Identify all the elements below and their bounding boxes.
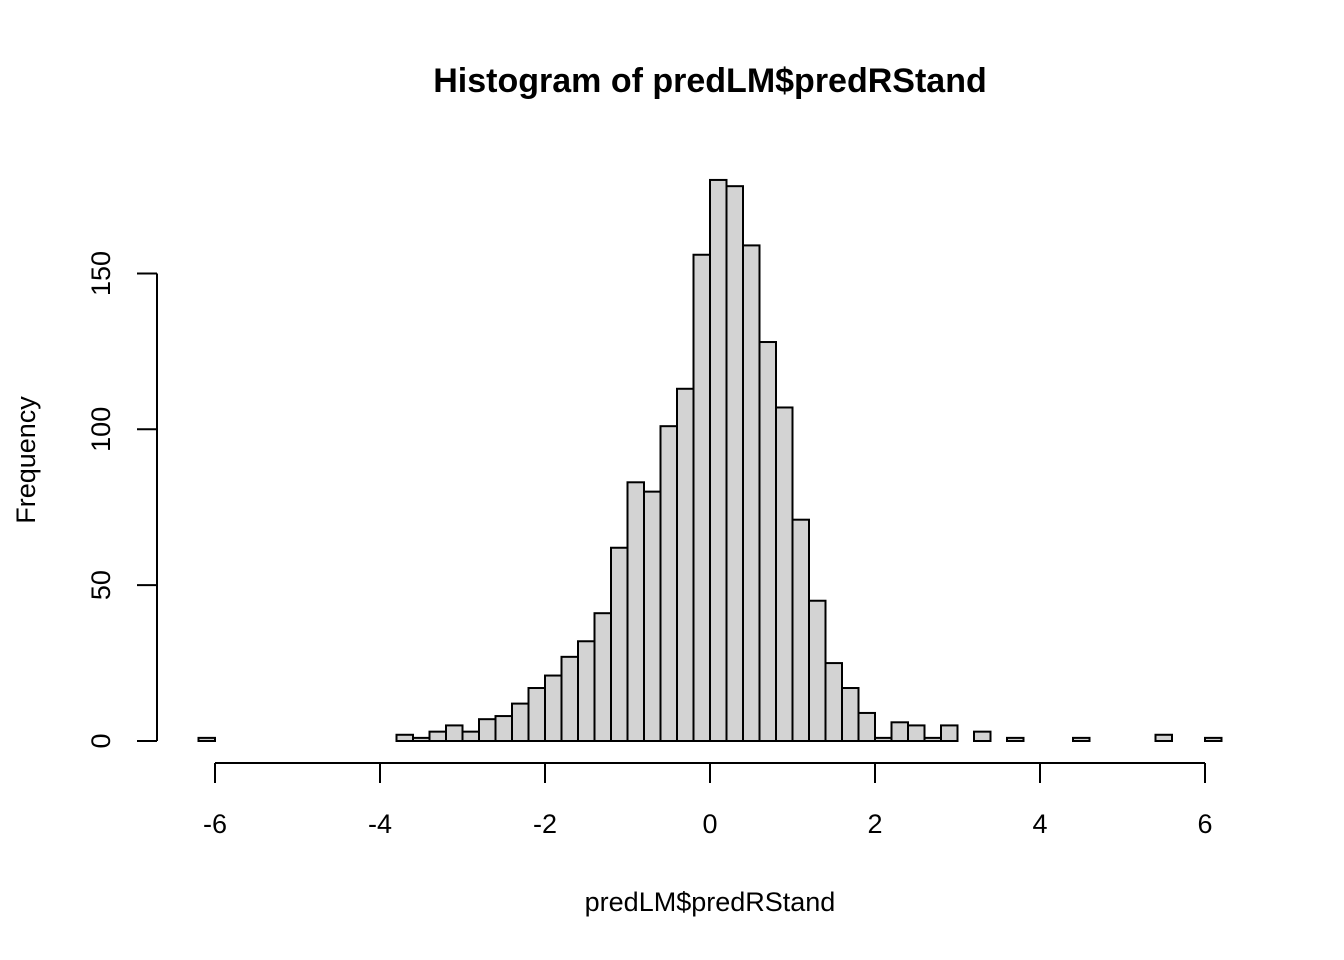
histogram-bar-14 bbox=[428, 730, 447, 743]
histogram-bar-35 bbox=[775, 406, 794, 742]
histogram-bar-36 bbox=[791, 518, 810, 742]
histogram-bar-21 bbox=[544, 674, 563, 742]
histogram-bar-40 bbox=[857, 711, 876, 743]
y-axis: 0 50 100 150 bbox=[86, 251, 158, 749]
histogram-bar-29 bbox=[676, 387, 695, 742]
histogram-bar-49 bbox=[1006, 736, 1025, 743]
histogram-bar-19 bbox=[511, 702, 530, 742]
chart-title: Histogram of predLM$predRStand bbox=[433, 62, 986, 100]
x-tick-label: 6 bbox=[1197, 809, 1212, 839]
x-tick-label: -4 bbox=[368, 809, 392, 839]
histogram-bar-38 bbox=[824, 662, 843, 743]
histogram-bar-25 bbox=[610, 546, 629, 742]
histogram-bar-12 bbox=[395, 733, 414, 743]
histogram-bar-17 bbox=[478, 718, 497, 742]
histogram-bar-45 bbox=[940, 724, 959, 742]
histogram-bar-15 bbox=[445, 724, 464, 742]
histogram-bar-61 bbox=[1204, 736, 1223, 743]
histogram-bar-44 bbox=[923, 736, 942, 743]
x-tick-label: 0 bbox=[702, 809, 717, 839]
y-tick-label: 50 bbox=[86, 570, 116, 600]
x-tick-label: -6 bbox=[203, 809, 227, 839]
histogram-bar-43 bbox=[907, 724, 926, 742]
histogram-bar-37 bbox=[808, 599, 827, 742]
histogram-bar-30 bbox=[692, 253, 711, 742]
y-tick-label: 0 bbox=[86, 733, 116, 748]
histogram-bar-20 bbox=[527, 687, 546, 743]
histogram-bar-47 bbox=[973, 730, 992, 743]
histogram-bar-22 bbox=[560, 655, 579, 743]
y-tick-label: 100 bbox=[86, 407, 116, 452]
histogram-bar-27 bbox=[643, 490, 662, 743]
x-axis-label: predLM$predRStand bbox=[585, 887, 836, 917]
histogram-bar-32 bbox=[725, 185, 744, 743]
histogram-bar-24 bbox=[593, 612, 612, 743]
histogram-bar-16 bbox=[461, 730, 480, 743]
histogram-bar-0 bbox=[197, 736, 216, 743]
histogram-bar-34 bbox=[758, 341, 777, 742]
histogram-bar-23 bbox=[577, 640, 596, 743]
histogram-bar-33 bbox=[742, 244, 761, 742]
histogram-bar-42 bbox=[890, 721, 909, 742]
x-tick-label: -2 bbox=[533, 809, 557, 839]
x-axis: -6 -4 -2 0 2 4 6 bbox=[203, 762, 1213, 839]
histogram-bar-39 bbox=[841, 687, 860, 743]
y-axis-label: Frequency bbox=[11, 396, 41, 524]
histogram-bar-13 bbox=[412, 736, 431, 743]
histogram-bar-41 bbox=[874, 736, 893, 743]
histogram-bar-28 bbox=[659, 425, 678, 742]
histogram-bar-26 bbox=[626, 481, 645, 742]
histogram-bar-58 bbox=[1154, 733, 1173, 743]
x-tick-label: 2 bbox=[867, 809, 882, 839]
y-tick-label: 150 bbox=[86, 251, 116, 296]
x-tick-label: 4 bbox=[1032, 809, 1047, 839]
histogram-bar-31 bbox=[709, 178, 728, 742]
histogram-bar-18 bbox=[494, 715, 513, 742]
bars-group bbox=[197, 178, 1223, 743]
histogram-bar-53 bbox=[1072, 736, 1091, 743]
